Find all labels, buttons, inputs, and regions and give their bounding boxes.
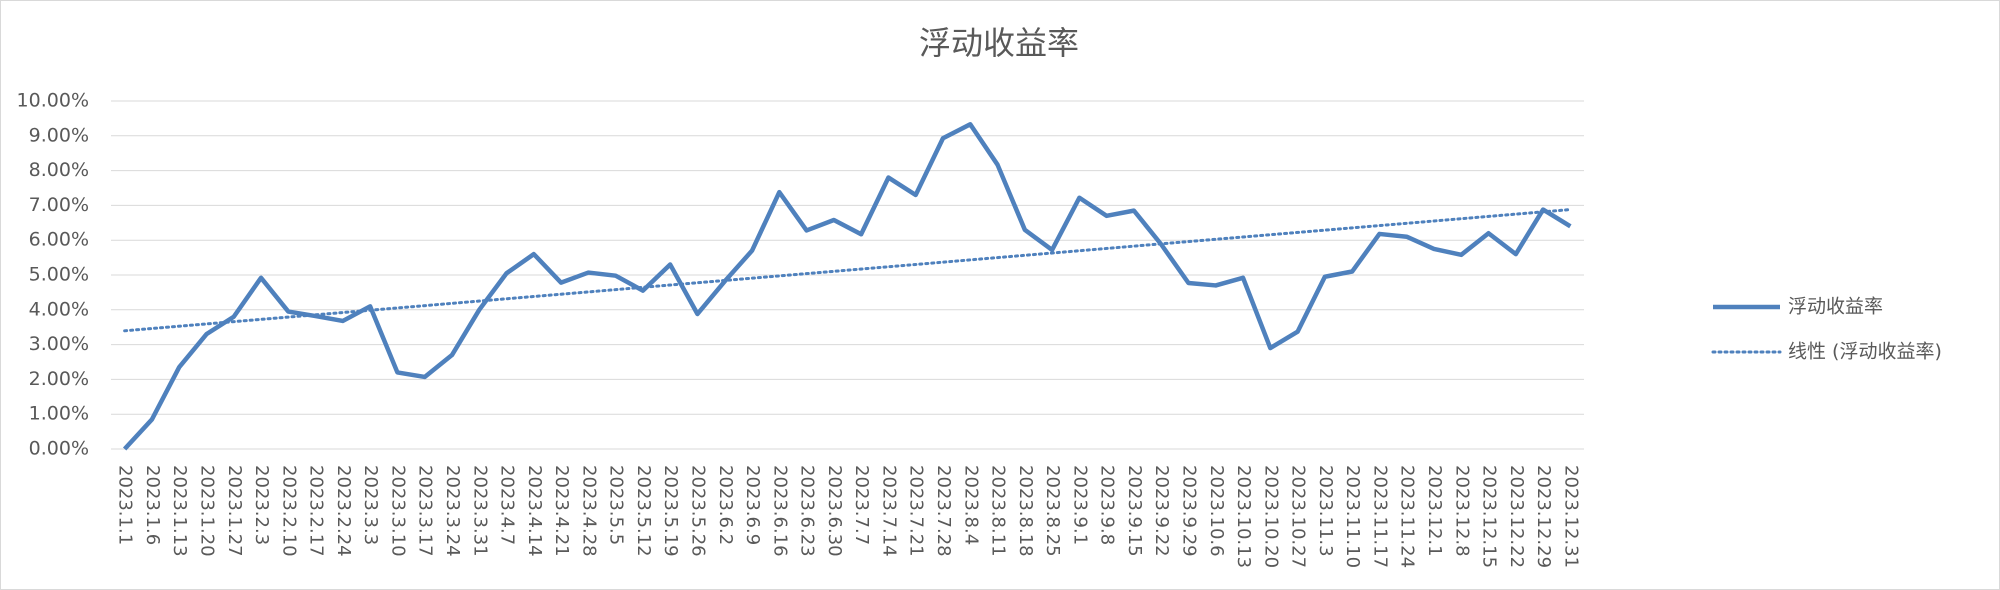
x-tick-label: 2023.6.16 <box>769 465 790 557</box>
x-tick-label: 2023.10.13 <box>1233 465 1254 568</box>
x-tick-label: 2023.6.30 <box>824 465 845 557</box>
series-line <box>122 122 1572 451</box>
y-tick-label: 9.00% <box>29 124 89 146</box>
x-tick-label: 2023.3.31 <box>469 465 490 557</box>
chart-title: 浮动收益率 <box>919 24 1079 62</box>
x-tick-label: 2023.8.11 <box>988 465 1009 557</box>
x-tick-label: 2023.4.28 <box>578 465 599 557</box>
x-tick-label: 2023.7.14 <box>878 465 899 557</box>
x-tick-label: 2023.9.1 <box>1069 465 1090 545</box>
x-tick-label: 2023.5.19 <box>660 465 681 557</box>
x-tick-label: 2023.4.21 <box>551 465 572 557</box>
x-tick-label: 2023.12.29 <box>1533 465 1554 568</box>
x-tick-label: 2023.10.20 <box>1260 465 1281 568</box>
x-tick-label: 2023.10.27 <box>1288 465 1309 568</box>
y-tick-label: 2.00% <box>29 368 89 390</box>
y-tick-label: 5.00% <box>29 264 89 286</box>
x-tick-label: 2023.1.27 <box>224 465 245 557</box>
x-tick-label: 2023.7.28 <box>933 465 954 557</box>
x-tick-label: 2023.10.6 <box>1206 465 1227 557</box>
x-tick-label: 2023.11.10 <box>1342 465 1363 568</box>
x-tick-label: 2023.2.10 <box>278 465 299 557</box>
x-tick-label: 2023.4.14 <box>524 465 545 557</box>
x-tick-label: 2023.3.17 <box>415 465 436 557</box>
x-tick-label: 2023.8.4 <box>960 465 981 545</box>
x-tick-label: 2023.12.15 <box>1479 465 1500 568</box>
x-tick-label: 2023.9.8 <box>1097 465 1118 545</box>
x-tick-label: 2023.12.22 <box>1506 465 1527 568</box>
x-tick-label: 2023.11.3 <box>1315 465 1336 557</box>
y-tick-label: 3.00% <box>29 333 89 355</box>
y-tick-label: 7.00% <box>29 194 89 216</box>
x-tick-label: 2023.6.2 <box>715 465 736 545</box>
x-tick-label: 2023.2.24 <box>333 465 354 557</box>
trendline <box>123 208 1572 333</box>
x-tick-label: 2023.2.3 <box>251 465 272 545</box>
x-tick-label: 2023.5.5 <box>606 465 627 545</box>
x-tick-label: 2023.11.24 <box>1397 465 1418 568</box>
x-tick-label: 2023.3.3 <box>360 465 381 545</box>
x-tick-label: 2023.12.8 <box>1451 465 1472 557</box>
y-tick-label: 1.00% <box>29 403 89 425</box>
x-tick-label: 2023.8.18 <box>1015 465 1036 557</box>
x-tick-label: 2023.2.17 <box>306 465 327 557</box>
x-tick-label: 2023.9.22 <box>1151 465 1172 557</box>
x-tick-label: 2023.1.13 <box>169 465 190 557</box>
x-tick-label: 2023.4.7 <box>497 465 518 545</box>
x-tick-label: 2023.8.25 <box>1042 465 1063 557</box>
y-tick-label: 10.00% <box>17 90 89 112</box>
x-tick-label: 2023.11.17 <box>1369 465 1390 568</box>
x-tick-label: 2023.1.6 <box>142 465 163 545</box>
x-tick-label: 2023.7.21 <box>906 465 927 557</box>
x-tick-label: 2023.1.1 <box>115 465 136 545</box>
x-tick-label: 2023.3.24 <box>442 465 463 557</box>
y-tick-label: 6.00% <box>29 229 89 251</box>
x-tick-label: 2023.3.10 <box>387 465 408 557</box>
x-tick-label: 2023.12.31 <box>1560 465 1581 568</box>
x-tick-label: 2023.1.20 <box>196 465 217 557</box>
x-tick-label: 2023.9.15 <box>1124 465 1145 557</box>
legend-label: 线性 (浮动收益率) <box>1788 341 1942 363</box>
x-tick-label: 2023.7.7 <box>851 465 872 545</box>
x-tick-label: 2023.5.26 <box>687 465 708 557</box>
x-tick-label: 2023.5.12 <box>633 465 654 557</box>
y-tick-label: 0.00% <box>29 438 89 460</box>
y-tick-label: 8.00% <box>29 159 89 181</box>
x-tick-label: 2023.6.9 <box>742 465 763 545</box>
x-tick-label: 2023.6.23 <box>797 465 818 557</box>
x-tick-label: 2023.12.1 <box>1424 465 1445 557</box>
legend-label: 浮动收益率 <box>1788 296 1883 318</box>
x-tick-label: 2023.9.29 <box>1178 465 1199 557</box>
y-tick-label: 4.00% <box>29 298 89 320</box>
